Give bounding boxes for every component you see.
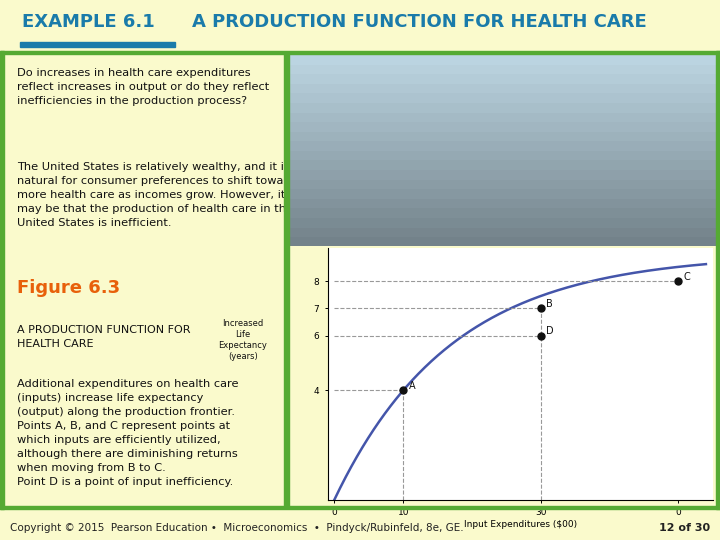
X-axis label: Input Expenditures ($00): Input Expenditures ($00) xyxy=(464,519,577,529)
Text: Additional expenditures on health care
(inputs) increase life expectancy
(output: Additional expenditures on health care (… xyxy=(17,379,238,487)
Bar xyxy=(20,42,175,46)
Text: The United States is relatively wealthy, and it is
natural for consumer preferen: The United States is relatively wealthy,… xyxy=(17,162,295,228)
Text: A PRODUCTION FUNCTION FOR HEALTH CARE: A PRODUCTION FUNCTION FOR HEALTH CARE xyxy=(192,14,647,31)
Bar xyxy=(290,131,716,140)
Text: A PRODUCTION FUNCTION FOR
HEALTH CARE: A PRODUCTION FUNCTION FOR HEALTH CARE xyxy=(17,325,190,348)
Text: B: B xyxy=(546,299,553,309)
Bar xyxy=(290,73,716,83)
Bar xyxy=(290,159,716,169)
Bar xyxy=(290,54,716,64)
Text: A: A xyxy=(409,381,415,391)
Text: C: C xyxy=(684,272,690,282)
Bar xyxy=(290,217,716,226)
Bar xyxy=(290,169,716,179)
Text: Increased
Life
Expectancy
(years): Increased Life Expectancy (years) xyxy=(218,319,267,361)
Bar xyxy=(290,140,716,150)
Text: 12 of 30: 12 of 30 xyxy=(659,523,710,532)
Bar xyxy=(290,92,716,102)
Bar xyxy=(290,236,716,246)
Text: D: D xyxy=(546,326,554,336)
Text: EXAMPLE 6.1: EXAMPLE 6.1 xyxy=(22,14,155,31)
Text: Do increases in health care expenditures
reflect increases in output or do they : Do increases in health care expenditures… xyxy=(17,68,269,105)
Bar xyxy=(290,198,716,207)
Bar xyxy=(290,121,716,131)
Text: Figure 6.3: Figure 6.3 xyxy=(17,280,120,298)
Bar xyxy=(290,111,716,121)
Bar xyxy=(290,102,716,111)
Bar xyxy=(290,64,716,73)
Bar xyxy=(290,150,716,159)
Bar xyxy=(290,227,716,236)
Bar xyxy=(290,179,716,188)
Bar xyxy=(290,207,716,217)
Text: Copyright © 2015  Pearson Education •  Microeconomics  •  Pindyck/Rubinfeld, 8e,: Copyright © 2015 Pearson Education • Mic… xyxy=(10,523,464,532)
Bar xyxy=(290,83,716,92)
Bar xyxy=(290,188,716,198)
